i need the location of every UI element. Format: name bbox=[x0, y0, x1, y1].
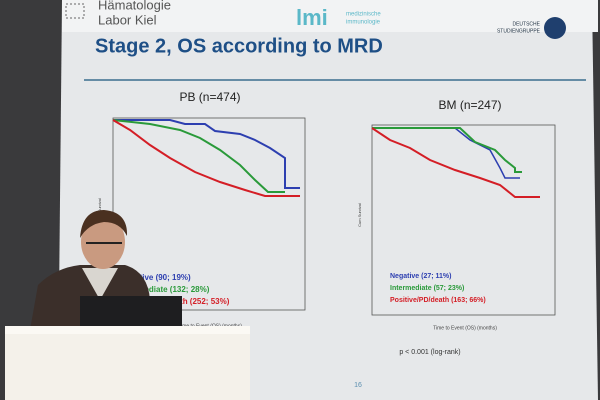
plot-frame bbox=[371, 124, 556, 316]
km-curve bbox=[372, 127, 522, 173]
km-curve bbox=[371, 127, 540, 198]
legend-entry: Intermediate (57; 23%) bbox=[390, 285, 464, 292]
institute-line: Hämatologie bbox=[98, 0, 171, 12]
slide-title: Stage 2, OS according to MRD bbox=[95, 35, 383, 57]
footnote: p < 0.001 (log-rank) bbox=[399, 349, 460, 356]
slide bbox=[58, 0, 598, 400]
legend-entry: Positive/PD/death (163; 66%) bbox=[390, 297, 486, 304]
x-label: Time to Event (OS) (months) bbox=[433, 325, 497, 331]
km-curve bbox=[112, 119, 285, 193]
logo-text: medizinische bbox=[346, 12, 381, 18]
km-curve bbox=[113, 119, 300, 189]
group-text: STUDIENGRUPPE bbox=[497, 28, 541, 34]
legend-entry: Negative (90; 19%) bbox=[120, 273, 191, 282]
dot-logo bbox=[65, 3, 85, 19]
group-text: DEUTSCHE bbox=[512, 21, 540, 27]
legend-entry: Negative (27; 11%) bbox=[390, 273, 451, 280]
page-number: 16 bbox=[354, 382, 362, 389]
y-label: Cum Survival bbox=[97, 198, 102, 222]
panel-title: PB (n=474) bbox=[179, 90, 240, 104]
logo-mark: lmi bbox=[296, 5, 328, 30]
y-label: Cum Survival bbox=[357, 203, 362, 227]
km-curve bbox=[112, 119, 300, 197]
laptop bbox=[80, 296, 182, 326]
slide-header bbox=[62, 0, 598, 32]
logo-text: immunologie bbox=[346, 20, 381, 26]
group-logo bbox=[544, 17, 566, 39]
podium bbox=[5, 326, 250, 400]
institute-line: Labor Kiel bbox=[98, 12, 157, 27]
legend-entry: Intermediate (132; 28%) bbox=[120, 285, 210, 294]
podium-top bbox=[5, 326, 250, 334]
panel-title: BM (n=247) bbox=[438, 98, 501, 112]
